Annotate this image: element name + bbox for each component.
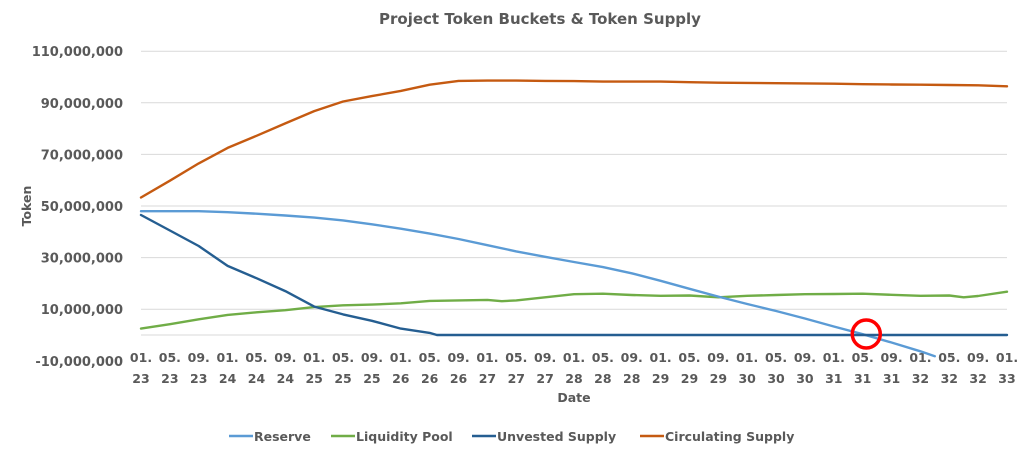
x-tick-label-year: 24 [277,371,295,386]
series-line-liquidity-pool [139,290,1009,330]
y-tick-label: 50,000,000 [41,200,123,215]
x-tick-label-month: 09. [361,350,383,365]
x-tick-label-month: 05. [592,350,614,365]
series-lines [139,79,1009,358]
x-tick-label-month: 09. [447,350,469,365]
x-tick-label-month: 09. [621,350,643,365]
x-tick-label-year: 26 [421,371,439,386]
x-axis-label: Date [557,390,590,405]
x-tick-label-year: 32 [912,371,929,386]
series-line-reserve [139,209,936,358]
x-tick-label-month: 05. [938,350,960,365]
x-tick-label-month: 09. [188,350,210,365]
x-tick-label-month: 05. [419,350,441,365]
x-tick-label-year: 30 [738,371,756,386]
x-tick-label-year: 24 [219,371,237,386]
y-tick-label: 110,000,000 [32,45,123,60]
x-tick-label-year: 29 [710,371,727,386]
red-circle-marker [850,318,883,350]
legend-label: Reserve [254,429,311,444]
x-tick-label-year: 29 [652,371,669,386]
x-tick-label-month: 01. [303,350,325,365]
x-tick-label-year: 25 [363,371,380,386]
x-tick-label-month: 01. [563,350,585,365]
x-tick-label-month: 09. [707,350,729,365]
legend-label: Unvested Supply [497,429,616,444]
x-tick-label-year: 27 [508,371,525,386]
y-tick-label: 10,000,000 [41,303,123,318]
x-tick-label-month: 01. [736,350,758,365]
x-tick-label-month: 01. [476,350,498,365]
x-tick-label-year: 25 [334,371,351,386]
y-axis-ticks: 110,000,000 90,000,000 70,000,000 50,000,00… [32,45,123,370]
x-tick-label-year: 28 [623,371,640,386]
y-tick-label: 30,000,000 [41,252,123,267]
x-tick-label-month: 01. [996,350,1018,365]
x-tick-label-year: 30 [767,371,785,386]
x-tick-label-month: 05. [852,350,874,365]
x-tick-label-month: 05. [245,350,267,365]
x-tick-label-year: 27 [479,371,496,386]
x-tick-label-year: 33 [998,371,1015,386]
x-tick-label-year: 23 [161,371,178,386]
x-tick-label-year: 28 [565,371,582,386]
x-tick-label-year: 31 [854,371,871,386]
x-tick-label-year: 32 [969,371,986,386]
x-tick-label-year: 24 [248,371,266,386]
x-tick-label-year: 23 [190,371,207,386]
series-line-circulating-supply [139,79,1009,199]
y-tick-label: -10,000,000 [35,355,123,370]
x-tick-label-month: 09. [274,350,296,365]
x-tick-label-month: 05. [159,350,181,365]
legend: Reserve Liquidity Pool Unvested Supply Circ… [229,429,794,444]
y-axis-label: Token [19,186,34,227]
chart-title: Project Token Buckets & Token Supply [379,10,701,28]
x-tick-label-month: 01. [390,350,412,365]
x-tick-label-month: 05. [678,350,700,365]
x-tick-label-year: 32 [941,371,958,386]
x-tick-label-year: 25 [305,371,322,386]
x-tick-label-year: 28 [594,371,611,386]
x-tick-label-year: 26 [392,371,410,386]
y-tick-label: 70,000,000 [41,148,123,163]
x-tick-label-month: 09. [794,350,816,365]
gridlines [141,50,1007,336]
x-tick-label-year: 29 [681,371,698,386]
x-tick-label-month: 05. [332,350,354,365]
x-tick-label-year: 27 [536,371,553,386]
x-tick-label-month: 05. [765,350,787,365]
x-tick-label-month: 01. [650,350,672,365]
x-tick-label-year: 31 [825,371,842,386]
series-line-unvested-supply [139,213,1009,337]
x-tick-label-month: 09. [534,350,556,365]
y-tick-label: 90,000,000 [41,97,123,112]
x-tick-label-year: 31 [883,371,900,386]
x-tick-label-month: 01. [130,350,152,365]
legend-label: Circulating Supply [665,429,794,444]
legend-label: Liquidity Pool [356,429,453,444]
x-tick-label-month: 01. [823,350,845,365]
x-tick-label-month: 09. [880,350,902,365]
x-tick-label-year: 26 [450,371,468,386]
x-axis-ticks: 01. 23 05. 23 09. 23 01. 24 05. 24 09. 24 01. 25 05. 25… [130,350,1018,386]
x-tick-label-month: 05. [505,350,527,365]
x-tick-label-month: 09. [967,350,989,365]
x-tick-label-month: 01. [217,350,239,365]
x-tick-label-year: 30 [796,371,814,386]
x-tick-label-year: 23 [132,371,149,386]
